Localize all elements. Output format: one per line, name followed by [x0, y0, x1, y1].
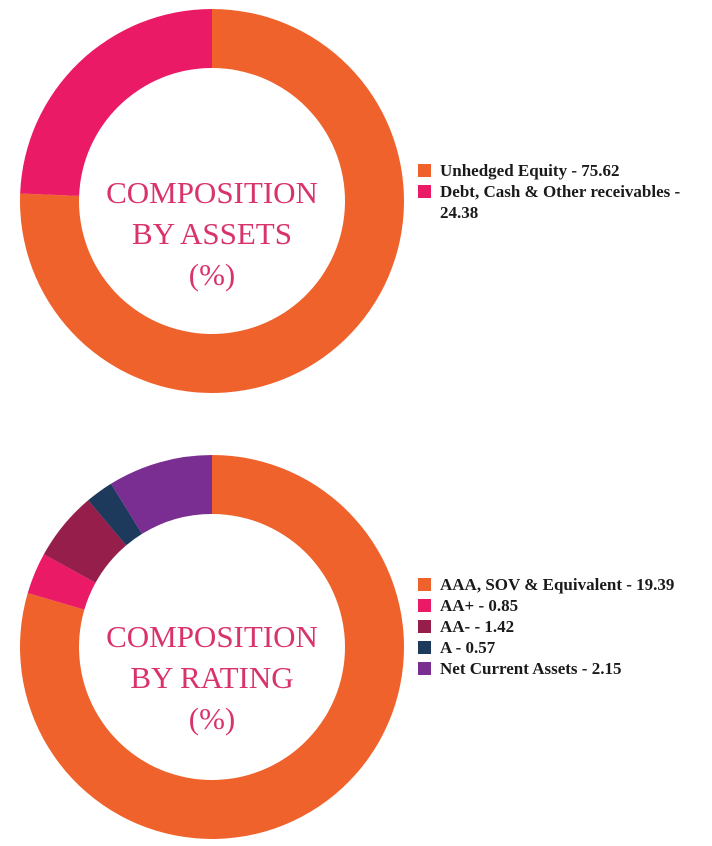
- legend-swatch: [418, 164, 431, 177]
- donut-slice-aaa-sov-equivalent: [20, 455, 405, 839]
- asset-title-line-2: BY ASSETS: [132, 216, 292, 251]
- legend-swatch: [418, 662, 431, 675]
- donut-slice-debt-cash-other-receivables: [20, 9, 213, 196]
- donut-slice-a: [88, 483, 143, 546]
- asset-donut-title: COMPOSITION BY ASSETS (%): [72, 172, 352, 295]
- legend-item-aa-plus: AA+ - 0.85: [418, 595, 708, 616]
- legend-swatch: [418, 578, 431, 591]
- donut-slice-unhedged-equity: [20, 9, 405, 393]
- legend-label: AA+ - 0.85: [440, 596, 519, 615]
- legend-swatch: [418, 599, 431, 612]
- legend-label: Net Current Assets - 2.15: [440, 659, 622, 678]
- rating-composition-chart: COMPOSITION BY RATING (%) AAA, SOV & Equ…: [0, 446, 712, 846]
- legend-swatch: [418, 620, 431, 633]
- legend-item-aa-minus: AA- - 1.42: [418, 616, 708, 637]
- donut-slice-aa: [43, 500, 127, 583]
- legend-item-a: A - 0.57: [418, 637, 708, 658]
- legend-label: A - 0.57: [440, 638, 496, 657]
- asset-composition-chart: COMPOSITION BY ASSETS (%) Unhedged Equit…: [0, 0, 712, 400]
- rating-title-line-2: BY RATING: [130, 660, 294, 695]
- rating-donut: [20, 455, 405, 839]
- legend-swatch: [418, 185, 431, 198]
- rating-title-line-1: COMPOSITION: [106, 619, 318, 654]
- donut-slice-aa: [27, 554, 96, 610]
- rating-title-line-3: (%): [188, 701, 236, 736]
- legend-label: AAA, SOV & Equivalent - 19.39: [440, 575, 675, 594]
- legend-item-unhedged-equity: Unhedged Equity - 75.62: [418, 160, 708, 181]
- legend-label: AA- - 1.42: [440, 617, 515, 636]
- rating-legend: AAA, SOV & Equivalent - 19.39 AA+ - 0.85…: [418, 574, 708, 679]
- asset-donut: [20, 9, 405, 393]
- legend-label: Unhedged Equity - 75.62: [440, 161, 620, 180]
- asset-title-line-3: (%): [188, 257, 236, 292]
- legend-item-debt-cash: Debt, Cash & Other receivables - 24.38: [418, 181, 708, 223]
- asset-title-line-1: COMPOSITION: [106, 175, 318, 210]
- donut-slice-net-current-assets: [110, 455, 212, 534]
- asset-legend: Unhedged Equity - 75.62 Debt, Cash & Oth…: [418, 160, 708, 223]
- rating-donut-title: COMPOSITION BY RATING (%): [72, 616, 352, 739]
- legend-item-aaa: AAA, SOV & Equivalent - 19.39: [418, 574, 708, 595]
- legend-label: Debt, Cash & Other receivables - 24.38: [440, 182, 681, 222]
- legend-swatch: [418, 641, 431, 654]
- legend-item-net-current-assets: Net Current Assets - 2.15: [418, 658, 708, 679]
